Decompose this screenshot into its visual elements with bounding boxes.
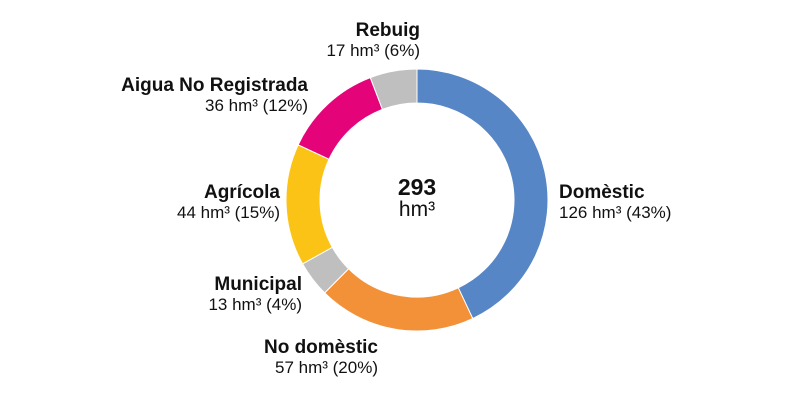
slice-value-municipal: 13 hm³ (4%): [208, 295, 302, 315]
slice-value-agricola: 44 hm³ (15%): [177, 203, 280, 223]
slice-agricola: [285, 144, 333, 265]
slice-name-domestic: Domèstic: [559, 182, 645, 203]
slice-name-no-domestic: No domèstic: [263, 337, 378, 358]
slice-value-no-domestic: 57 hm³ (20%): [275, 358, 378, 378]
slice-value-aigua-no-registrada: 36 hm³ (12%): [205, 96, 308, 116]
slice-label-aigua-no-registrada: Aigua No Registrada 36 hm³ (12%): [90, 75, 308, 115]
donut-slices: [285, 68, 549, 332]
slice-name-municipal: Municipal: [214, 274, 302, 295]
total-unit: hm³: [398, 198, 436, 221]
total-value: 293: [397, 174, 437, 200]
slice-value-rebuig: 17 hm³ (6%): [326, 41, 420, 61]
slice-rebuig: [369, 68, 418, 111]
slice-label-no-domestic: No domèstic 57 hm³ (20%): [246, 337, 378, 377]
slice-name-aigua-no-registrada: Aigua No Registrada: [121, 75, 308, 96]
slice-nodomestic: [323, 268, 474, 332]
slice-label-municipal: Municipal 13 hm³ (4%): [180, 274, 302, 314]
slice-label-domestic: Domèstic 126 hm³ (43%): [559, 182, 699, 222]
slice-value-domestic: 126 hm³ (43%): [559, 203, 672, 223]
slice-label-agricola: Agrícola 44 hm³ (15%): [158, 182, 280, 222]
slice-aigua: [297, 76, 384, 160]
slice-name-agricola: Agrícola: [203, 182, 280, 203]
center-total: 293 hm³: [367, 174, 467, 221]
slice-name-rebuig: Rebuig: [355, 20, 420, 41]
slice-domestic: [416, 68, 549, 320]
slice-label-rebuig: Rebuig 17 hm³ (6%): [294, 20, 420, 60]
